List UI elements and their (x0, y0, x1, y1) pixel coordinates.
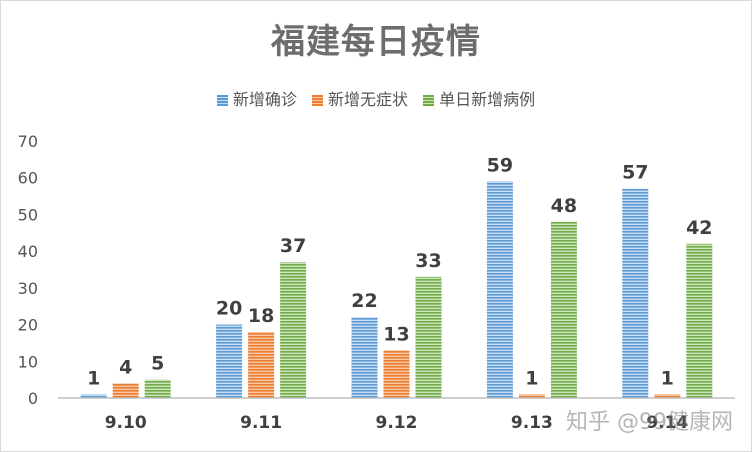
y-axis: 0 10 20 30 40 50 60 70 (18, 132, 38, 408)
data-label: 18 (248, 305, 274, 327)
data-label: 1 (525, 367, 538, 389)
x-tick-label: 9.12 (376, 413, 418, 433)
x-axis: 9.10 9.11 9.12 9.13 9.14 (58, 397, 735, 433)
x-tick-label: 9.11 (240, 413, 282, 433)
chart-title: 福建每日疫情 (271, 22, 481, 62)
y-tick-label: 60 (18, 169, 38, 188)
bar-9.10-series-2 (144, 379, 171, 398)
data-label: 48 (551, 195, 577, 217)
data-label: 37 (280, 235, 306, 257)
bar-9.12-series-1 (383, 350, 410, 398)
legend-item-asymptomatic: 新增无症状 (311, 86, 408, 110)
data-label: 5 (151, 353, 164, 375)
data-label: 33 (415, 250, 441, 272)
y-tick-label: 0 (28, 389, 38, 408)
bar-9.14-series-1 (654, 394, 681, 398)
y-tick-label: 50 (18, 205, 38, 224)
legend-label-asymptomatic: 新增无症状 (327, 90, 408, 109)
legend-item-daily-total: 单日新增病例 (423, 86, 535, 110)
data-label: 4 (119, 356, 132, 378)
legend-swatch-asymptomatic (311, 95, 323, 106)
data-label: 59 (487, 154, 513, 176)
bar-9.14-series-0 (622, 188, 649, 398)
bar-9.12-series-0 (351, 317, 378, 398)
data-label: 1 (661, 367, 674, 389)
legend-swatch-confirmed (216, 95, 228, 106)
bar-9.10-series-0 (80, 394, 107, 398)
y-tick-label: 10 (18, 352, 38, 371)
x-tick-label: 9.10 (105, 413, 147, 433)
x-tick-label: 9.14 (646, 413, 688, 433)
data-label: 22 (351, 290, 377, 312)
bar-9.14-series-2 (686, 243, 713, 398)
data-label: 13 (383, 323, 409, 345)
y-tick-label: 40 (18, 242, 38, 261)
y-tick-label: 20 (18, 316, 38, 335)
chart-legend: 新增确诊 新增无症状 单日新增病例 (0, 86, 752, 110)
legend-swatch-daily-total (423, 95, 435, 106)
bar-9.11-series-2 (280, 262, 307, 398)
legend-label-daily-total: 单日新增病例 (439, 90, 536, 109)
bar-9.10-series-1 (112, 383, 139, 398)
bar-marks (80, 181, 713, 398)
bar-9.12-series-2 (415, 276, 442, 398)
bar-9.11-series-0 (216, 324, 243, 398)
watermark: 知乎 @99健康网 (566, 410, 733, 435)
data-label: 20 (216, 298, 242, 320)
data-label: 1 (87, 367, 100, 389)
data-label: 57 (622, 162, 648, 184)
legend-item-confirmed: 新增确诊 (216, 86, 297, 110)
bar-9.11-series-1 (248, 331, 275, 398)
x-tick-label: 9.13 (511, 413, 553, 433)
data-label: 42 (686, 217, 712, 239)
y-tick-label: 30 (18, 279, 38, 298)
bar-9.13-series-0 (486, 181, 513, 398)
legend-label-confirmed: 新增确诊 (232, 90, 297, 109)
bar-9.13-series-2 (550, 221, 577, 398)
bar-9.13-series-1 (518, 394, 545, 398)
y-tick-label: 70 (18, 132, 38, 151)
